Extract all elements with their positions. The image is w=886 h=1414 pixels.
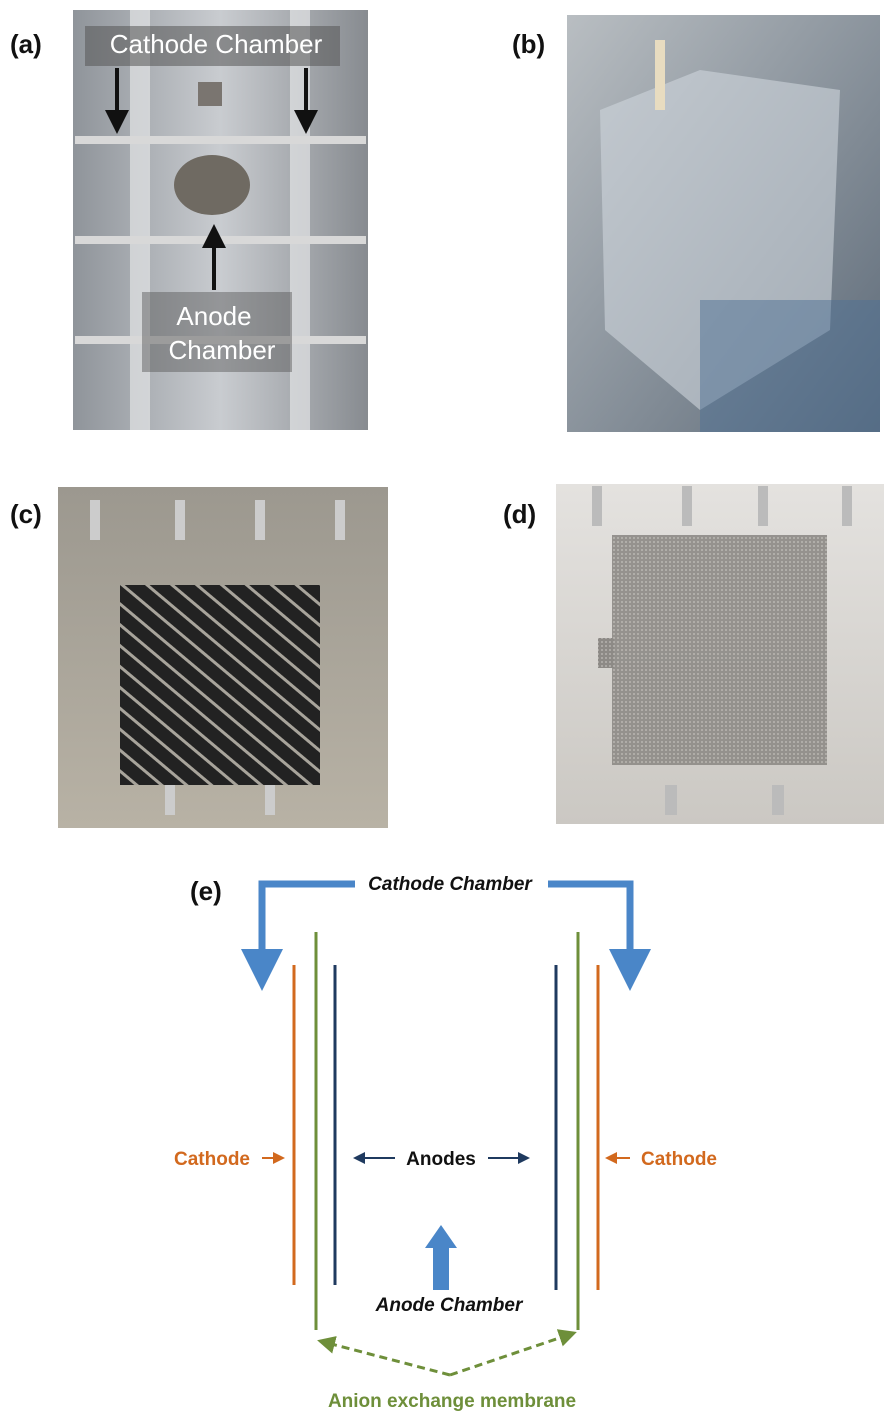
panel-label: (e) <box>190 876 222 906</box>
panel-label: (a) <box>10 29 42 59</box>
panel-label: (b) <box>512 29 545 59</box>
panel-label: (d) <box>503 499 536 529</box>
diagram-label: Cathode <box>641 1149 717 1170</box>
photo-d <box>556 484 884 824</box>
diagram-label: Anion exchange membrane <box>328 1391 576 1412</box>
photo-annotation: Chamber <box>169 335 276 365</box>
diagram-label: Anodes <box>406 1149 476 1170</box>
panel-label: (c) <box>10 499 42 529</box>
photo-annotation: Anode <box>176 301 251 331</box>
photo-c <box>58 487 388 828</box>
diagram-label: Cathode Chamber <box>368 874 533 895</box>
figure: Cathode Chamber Anode Chamber (a) (b) (c… <box>0 0 886 1414</box>
photo-a: Cathode Chamber Anode Chamber <box>73 10 368 430</box>
diagram-label: Anode Chamber <box>375 1295 524 1316</box>
photo-annotation: Cathode Chamber <box>110 29 323 59</box>
diagram-label: Cathode <box>174 1149 250 1170</box>
diagram-e: (e) Cathode Chamber Cathode Anodes Catho… <box>174 874 717 1412</box>
photo-b <box>567 15 880 432</box>
